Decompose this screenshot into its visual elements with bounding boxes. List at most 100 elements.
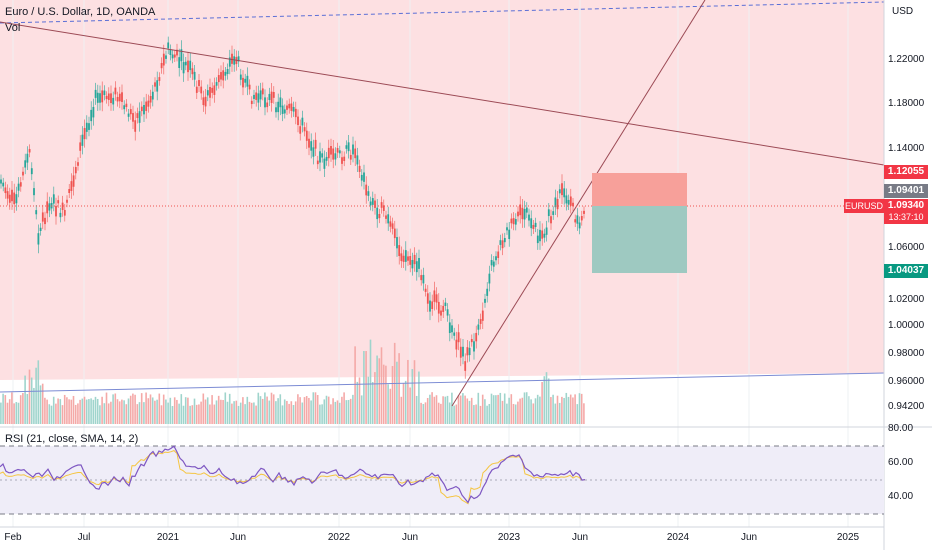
- volume-bar: [22, 393, 24, 424]
- candle-body: [158, 77, 161, 81]
- candle-body: [413, 254, 416, 265]
- candle-body: [37, 233, 40, 245]
- volume-bar: [24, 375, 26, 424]
- candle-body: [202, 97, 205, 106]
- volume-bar: [127, 398, 130, 424]
- volume-bar: [158, 393, 161, 424]
- candle-body: [321, 153, 324, 158]
- candle-body: [569, 196, 572, 206]
- volume-bar: [162, 394, 165, 424]
- volume-bar: [583, 403, 585, 424]
- candle-body: [187, 60, 189, 73]
- volume-bar: [184, 397, 187, 424]
- volume-bar: [255, 405, 257, 424]
- volume-bar: [242, 397, 244, 424]
- candle-body: [323, 158, 326, 169]
- volume-bar: [189, 405, 191, 424]
- candle-body: [385, 215, 387, 219]
- volume-bar: [63, 394, 66, 424]
- volume-bar: [143, 402, 145, 424]
- target-price-tag[interactable]: 1.12055: [884, 165, 928, 179]
- volume-bar: [228, 393, 231, 424]
- candle-body: [578, 222, 581, 229]
- candle-body: [244, 78, 247, 83]
- volume-bar: [521, 397, 524, 424]
- volume-bar: [431, 392, 433, 424]
- volume-bar: [371, 382, 374, 424]
- volume-bar: [178, 403, 180, 424]
- volume-bar: [57, 398, 59, 424]
- volume-bar: [288, 403, 290, 424]
- candle-body: [398, 245, 401, 257]
- candle-body: [292, 106, 295, 112]
- volume-bar: [132, 393, 134, 424]
- volume-bar: [182, 405, 185, 424]
- price-tick: 1.14000: [888, 143, 925, 154]
- volume-bar: [4, 395, 7, 424]
- volume-bar: [525, 392, 528, 424]
- candle-body: [565, 195, 568, 204]
- volume-bar: [94, 396, 97, 424]
- candle-body: [319, 151, 321, 163]
- volume-bar: [422, 404, 425, 424]
- candle-body: [217, 75, 220, 83]
- candle-body: [224, 71, 227, 76]
- rsi-title[interactable]: RSI (21, close, SMA, 14, 2): [5, 433, 139, 445]
- candle-body: [176, 49, 178, 56]
- volume-bar: [26, 394, 29, 424]
- candle-body: [367, 191, 370, 196]
- ascending-trendline: [451, 0, 706, 407]
- price-tick: 1.02000: [888, 294, 925, 305]
- symbol-tag[interactable]: EURUSD: [844, 199, 884, 213]
- volume-label[interactable]: Vol: [5, 22, 21, 34]
- candle-body: [332, 148, 335, 160]
- target-zone[interactable]: [592, 173, 687, 206]
- candle-body: [169, 50, 172, 55]
- volume-bar: [116, 399, 119, 424]
- volume-bar: [129, 395, 132, 424]
- candle-body: [277, 101, 280, 113]
- volume-bar: [0, 402, 2, 424]
- candle-body: [360, 174, 363, 181]
- volume-bar: [96, 398, 99, 424]
- candle-body: [17, 183, 20, 191]
- volume-bar: [61, 405, 64, 424]
- candle-body: [83, 128, 86, 140]
- candle-body: [59, 212, 62, 218]
- candle-body: [129, 109, 132, 115]
- candle-body: [391, 223, 394, 229]
- volume-bar: [286, 400, 288, 424]
- bar-countdown: 13:37:10: [884, 211, 928, 224]
- candle-body: [79, 142, 82, 151]
- candle-body: [261, 88, 264, 95]
- current-price-tag[interactable]: 1.09340: [884, 199, 928, 213]
- candle-body: [286, 105, 288, 110]
- candle-body: [532, 224, 535, 229]
- candle-body: [178, 57, 181, 69]
- entry-price-tag[interactable]: 1.09401: [884, 184, 928, 198]
- stop-price-tag[interactable]: 1.04037: [884, 264, 928, 278]
- candle-body: [523, 208, 526, 220]
- volume-bar: [112, 394, 114, 424]
- volume-bar: [169, 397, 172, 424]
- volume-bar: [145, 392, 147, 424]
- volume-bar: [266, 396, 268, 424]
- candle-body: [55, 205, 57, 217]
- currency-label[interactable]: USD: [892, 6, 914, 17]
- candle-body: [90, 109, 93, 122]
- volume-bar: [283, 399, 286, 424]
- stop-zone[interactable]: [592, 206, 687, 273]
- candle-body: [299, 126, 302, 134]
- volume-bar: [336, 400, 339, 424]
- candle-body: [253, 94, 255, 99]
- candle-body: [473, 341, 475, 352]
- volume-bar: [13, 403, 15, 424]
- candle-body: [382, 205, 385, 211]
- volume-bar: [165, 399, 167, 424]
- symbol-title[interactable]: Euro / U.S. Dollar, 1D, OANDA: [5, 6, 156, 18]
- candle-body: [81, 134, 84, 146]
- candle-body: [301, 117, 304, 126]
- candle-body: [242, 77, 244, 88]
- candle-body: [501, 240, 504, 249]
